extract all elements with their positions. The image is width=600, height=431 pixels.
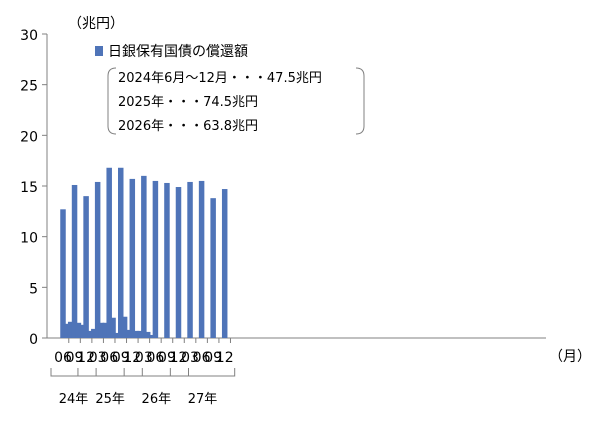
bar bbox=[102, 322, 109, 338]
bar bbox=[198, 180, 205, 338]
legend-swatch bbox=[95, 46, 103, 56]
bar bbox=[137, 330, 143, 338]
bar bbox=[79, 324, 85, 338]
bar bbox=[91, 328, 97, 338]
x-tick-label: 12 bbox=[123, 350, 141, 366]
bar bbox=[114, 332, 120, 338]
y-tick-labels: 0 5 10 15 20 25 30 bbox=[20, 28, 38, 348]
year-label: 24年 bbox=[59, 392, 89, 407]
bar bbox=[106, 167, 112, 338]
bar bbox=[67, 321, 74, 338]
bar bbox=[144, 331, 151, 338]
bar bbox=[71, 184, 78, 338]
bar bbox=[64, 323, 70, 338]
year-bracket bbox=[50, 368, 97, 377]
x-tick-label: 03 bbox=[181, 350, 199, 366]
bar bbox=[164, 182, 170, 338]
bar bbox=[152, 180, 159, 338]
y-tick-label: 0 bbox=[29, 332, 38, 348]
year-bracket bbox=[169, 368, 236, 377]
bar bbox=[133, 330, 139, 338]
x-tick-label: 09 bbox=[158, 350, 176, 366]
y-tick-label: 15 bbox=[20, 180, 38, 196]
year-bracket bbox=[77, 368, 143, 377]
bar bbox=[87, 330, 93, 338]
year-label: 26年 bbox=[142, 392, 172, 407]
x-tick-label: 03 bbox=[89, 350, 107, 366]
year-label: 25年 bbox=[95, 392, 125, 407]
y-tick-label: 25 bbox=[20, 79, 38, 95]
x-tick-label: 06 bbox=[100, 350, 118, 366]
y-tick-label: 20 bbox=[20, 129, 38, 145]
x-tick-label: 12 bbox=[77, 350, 95, 366]
bar bbox=[187, 181, 193, 338]
bar bbox=[129, 178, 136, 338]
x-tick-label: 12 bbox=[170, 350, 188, 366]
year-bracket bbox=[123, 368, 189, 377]
year-labels: 24年 25年 26年 27年 bbox=[50, 368, 236, 407]
bar bbox=[210, 198, 216, 338]
bar bbox=[221, 189, 228, 338]
y-axis-label: （兆円） bbox=[68, 16, 124, 32]
bar bbox=[94, 181, 101, 338]
notes-box: 2024年6月～12月・・・47.5兆円 2025年・・・74.5兆円 2026… bbox=[107, 67, 365, 135]
bar bbox=[141, 175, 147, 338]
x-tick-label: 12 bbox=[216, 350, 234, 366]
notes-right-brace bbox=[355, 67, 365, 135]
note-2024: 2024年6月～12月・・・47.5兆円 bbox=[118, 71, 322, 86]
bar bbox=[118, 167, 124, 338]
y-tick-label: 10 bbox=[20, 231, 38, 247]
x-tick-label: 09 bbox=[66, 350, 84, 366]
x-tick-label: 06 bbox=[193, 350, 211, 366]
x-tick-label: 06 bbox=[54, 350, 72, 366]
bar bbox=[125, 329, 132, 338]
bar bbox=[75, 322, 82, 338]
x-axis-unit: （月） bbox=[549, 349, 591, 365]
x-tick-label: 03 bbox=[135, 350, 153, 366]
bar bbox=[98, 322, 105, 338]
y-tick-label: 5 bbox=[29, 281, 38, 297]
bars bbox=[60, 167, 228, 338]
bar bbox=[121, 316, 128, 338]
bar bbox=[83, 196, 89, 338]
x-tick-label: 09 bbox=[204, 350, 222, 366]
y-tick-label: 30 bbox=[20, 28, 38, 44]
legend: 日銀保有国債の償還額 bbox=[95, 44, 248, 60]
year-label: 27年 bbox=[188, 392, 218, 407]
note-2026: 2026年・・・63.8兆円 bbox=[118, 119, 258, 134]
x-tick-label: 09 bbox=[112, 350, 130, 366]
bar bbox=[110, 317, 116, 338]
bar bbox=[175, 187, 182, 338]
note-2025: 2025年・・・74.5兆円 bbox=[118, 95, 258, 110]
bar bbox=[148, 334, 155, 338]
bar bbox=[60, 209, 66, 338]
notes-left-brace bbox=[107, 67, 117, 135]
x-tick-label: 06 bbox=[146, 350, 164, 366]
legend-label: 日銀保有国債の償還額 bbox=[108, 44, 248, 60]
